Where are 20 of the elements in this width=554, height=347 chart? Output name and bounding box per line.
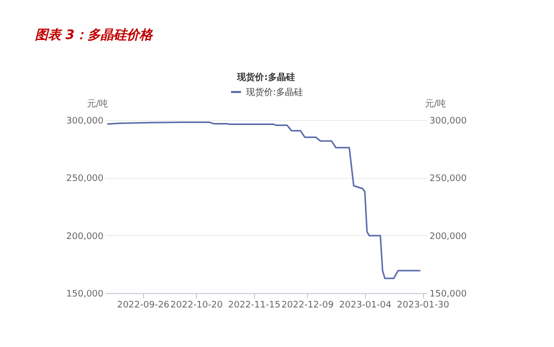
- x-tick-label: 2022-09-26: [117, 300, 170, 310]
- y-tick-label: 200,000: [66, 232, 104, 242]
- y2-axis-title: 元/吨: [424, 98, 446, 110]
- y-tick-label: 150,000: [66, 290, 104, 300]
- y-tick-label: 250,000: [66, 174, 104, 184]
- chart-title: 图表 3：多晶硅价格: [35, 28, 155, 43]
- x-tick-label: 2022-10-20: [170, 300, 223, 310]
- legend-label: 现货价:多晶硅: [246, 87, 304, 98]
- x-tick-label: 2023-01-04: [339, 300, 392, 310]
- y2-tick-label: 150,000: [430, 290, 467, 300]
- x-tick-label: 2022-12-09: [281, 300, 334, 310]
- chart-subtitle: 现货价:多晶硅: [236, 72, 295, 83]
- y-axis-title: 元/吨: [86, 98, 108, 110]
- line-series: [106, 122, 422, 280]
- y2-tick-label: 200,000: [430, 232, 467, 242]
- y-tick-label: 300,000: [66, 116, 104, 126]
- x-tick-label: 2022-11-15: [228, 300, 280, 310]
- y2-tick-label: 300,000: [430, 116, 467, 126]
- x-tick-label: 2023-01-30: [396, 300, 450, 310]
- y2-tick-label: 250,000: [430, 174, 467, 184]
